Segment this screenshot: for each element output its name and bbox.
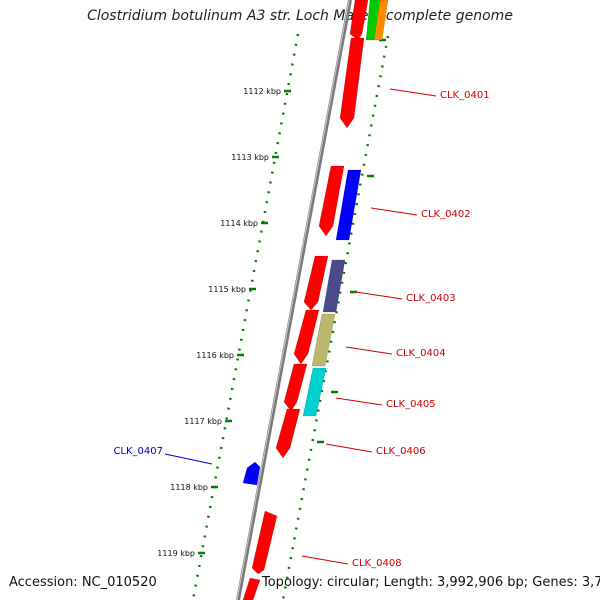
gene-label[interactable]: CLK_0401 <box>440 90 490 101</box>
label-leader-line <box>325 443 373 453</box>
label-leader-line <box>355 291 403 300</box>
genome-summary: Topology: circular; Length: 3,992,906 bp… <box>262 575 600 590</box>
ruler-right-dots <box>281 35 390 600</box>
ruler-tick-label: 1116 kbp <box>196 351 234 360</box>
gene-label[interactable]: CLK_0408 <box>352 558 402 569</box>
backbone-highlight <box>236 0 350 600</box>
ruler-tick-label: 1117 kbp <box>184 417 222 426</box>
label-leader-line <box>389 88 437 97</box>
ruler-tick-label: 1119 kbp <box>157 549 195 558</box>
gene-label[interactable]: CLK_0407 <box>113 446 163 457</box>
gene-label[interactable]: CLK_0402 <box>421 209 471 220</box>
map-title: Clostridium botulinum A3 str. Loch Maree… <box>87 8 513 24</box>
cds-arrow-reverse[interactable] <box>242 461 261 486</box>
label-leader-line <box>370 207 418 216</box>
cds-arrow[interactable] <box>303 255 329 311</box>
cds-arrow[interactable] <box>283 363 308 412</box>
cds-arrow[interactable] <box>251 510 278 575</box>
ruler-tick-label: 1114 kbp <box>220 219 258 228</box>
label-leader-line <box>301 555 349 565</box>
gene-label[interactable]: CLK_0406 <box>376 446 426 457</box>
ruler-left-dots <box>191 33 300 600</box>
ruler-tick-label: 1113 kbp <box>231 153 269 162</box>
cds-arrow[interactable] <box>242 577 261 600</box>
ruler-tick-label: 1112 kbp <box>243 87 281 96</box>
ruler-tick-label: 1115 kbp <box>208 285 246 294</box>
label-leader-line <box>164 453 213 465</box>
accession-text: Accession: NC_010520 <box>9 575 157 590</box>
cog-box-purple[interactable] <box>322 259 346 313</box>
cog-box-olive[interactable] <box>311 313 336 367</box>
cog-box-orange[interactable] <box>373 0 389 41</box>
ruler-tick-label: 1118 kbp <box>170 483 208 492</box>
feature-track <box>242 0 389 600</box>
cds-arrow[interactable] <box>293 309 320 365</box>
cds-arrow[interactable] <box>275 408 301 459</box>
label-leader-line <box>335 397 383 406</box>
cog-box-blue[interactable] <box>335 169 362 241</box>
cds-arrow[interactable] <box>339 37 365 129</box>
gene-label[interactable]: CLK_0404 <box>396 348 446 359</box>
cds-arrow[interactable] <box>349 0 369 41</box>
gene-label[interactable]: CLK_0403 <box>406 293 456 304</box>
label-leader-line <box>345 346 393 355</box>
backbone-line <box>236 0 352 600</box>
cds-arrow[interactable] <box>318 165 345 237</box>
gene-labels: CLK_0401 CLK_0402 CLK_0403 CLK_0404 CLK_0405… <box>113 88 490 569</box>
gene-label[interactable]: CLK_0405 <box>386 399 436 410</box>
backbone <box>236 0 352 600</box>
cog-box-cyan[interactable] <box>302 367 327 417</box>
